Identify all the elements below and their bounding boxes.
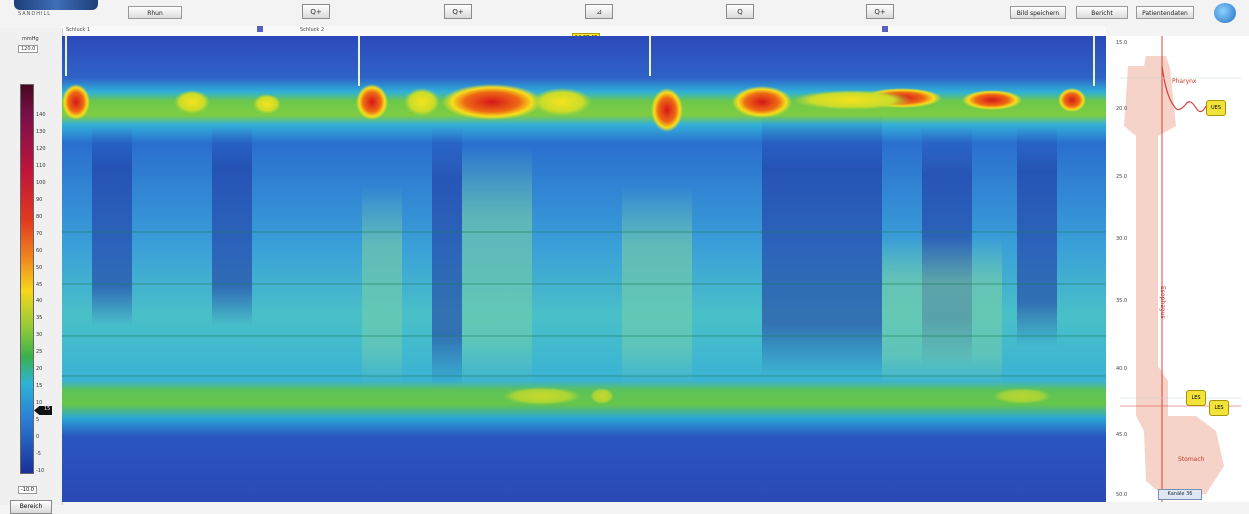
color-scale-tick: 45 <box>36 281 43 288</box>
les-warm-3 <box>992 388 1052 404</box>
app-logo: SANDHILL <box>6 0 116 20</box>
esophagus-label: Esophagus <box>1159 286 1166 319</box>
range-button[interactable]: Bereich <box>10 500 52 514</box>
ues-warm-5 <box>792 90 912 110</box>
legend-min-field[interactable]: -10.0 <box>18 486 37 494</box>
ues-warm-4 <box>253 94 281 114</box>
color-scale-tick: -10 <box>36 468 45 474</box>
legend-max-field[interactable]: 120.0 <box>18 45 39 53</box>
color-scale-tick: 130 <box>36 128 46 135</box>
ues-warm-2 <box>404 88 440 116</box>
color-scale-tick: 20 <box>36 366 43 373</box>
ues-peak-4 <box>651 88 683 132</box>
ues-peak-2 <box>356 84 388 120</box>
color-scale-tick: 15 <box>36 383 43 390</box>
color-scale-tick: 25 <box>36 349 43 356</box>
color-scale-tick: 35 <box>36 315 43 322</box>
depth-label-2: 20.0 <box>1116 106 1128 112</box>
anatomy-panel: 15.0 20.0 25.0 30.0 35.0 40.0 45.0 50.0 … <box>1106 36 1249 502</box>
color-scale-tick: 90 <box>36 196 43 203</box>
zoom-in-icon-button-1[interactable]: Q+ <box>302 4 330 19</box>
color-scale-tick: 100 <box>36 179 46 186</box>
color-scale-tick: 30 <box>36 332 43 339</box>
color-scale-tick: 10 <box>36 400 43 407</box>
pharynx-label: Pharynx <box>1172 78 1197 85</box>
swallow-dividers <box>65 36 1095 86</box>
swallow-label-2: Schluck 2 <box>300 27 325 33</box>
ruler-marker-1[interactable] <box>257 26 263 32</box>
depth-label-6: 40.0 <box>1116 366 1128 372</box>
zoom-in-icon-button-2[interactable]: Q+ <box>444 4 472 19</box>
mid-pressure-region-1 <box>462 146 532 386</box>
color-scale-tick: 80 <box>36 213 43 220</box>
low-pressure-region-1 <box>762 116 882 376</box>
pressure-legend: mmHg 120.0 140 130 120 110 100 90 80 70 60 50 45 40… <box>0 28 63 514</box>
color-scale-tick: 5 <box>36 417 40 424</box>
swallow-label-1: Schluck 1 <box>66 27 91 33</box>
pressure-topography-plot[interactable] <box>62 36 1106 502</box>
anatomy-silhouette <box>1124 56 1224 498</box>
ues-warm-3 <box>174 90 210 114</box>
ues-peak-3 <box>442 84 542 120</box>
save-image-button[interactable]: Bild speichern <box>1010 6 1066 19</box>
depth-label-1: 15.0 <box>1116 40 1128 46</box>
depth-label-8: 50.0 <box>1116 492 1128 498</box>
les-badge-1[interactable]: LES <box>1186 390 1206 406</box>
patient-data-button[interactable]: Patientendaten <box>1136 6 1194 19</box>
ues-peak-8 <box>1058 88 1086 112</box>
sensor-grid-lines <box>62 231 1106 377</box>
les-warm-1 <box>502 387 582 405</box>
color-scale-bar <box>20 84 34 474</box>
color-scale-tick: 120 <box>36 145 46 152</box>
low-pressure-region-5 <box>92 126 132 326</box>
measure-icon-button[interactable]: ⊿ <box>585 4 613 19</box>
les-warm-2 <box>590 388 614 404</box>
color-scale-tick: 40 <box>36 298 43 305</box>
pressure-profile <box>1161 65 1207 113</box>
ues-peak-1 <box>62 84 90 120</box>
anatomy-svg <box>1120 36 1241 502</box>
color-scale-tick: 70 <box>36 230 43 237</box>
ues-warm-1 <box>532 88 592 116</box>
stomach-label: Stomach <box>1178 456 1205 463</box>
depth-label-3: 25.0 <box>1116 174 1128 180</box>
low-pressure-region-6 <box>212 126 252 326</box>
help-icon[interactable] <box>1214 3 1236 23</box>
threshold-slider-value: 15 <box>44 406 51 412</box>
depth-label-4: 30.0 <box>1116 236 1128 242</box>
color-scale-tick: -5 <box>36 451 41 458</box>
low-pressure-region-4 <box>432 126 462 386</box>
ues-peak-7 <box>962 90 1022 110</box>
color-scale-tick: 0 <box>36 434 40 441</box>
depth-label-5: 35.0 <box>1116 298 1128 304</box>
report-button[interactable]: Bericht <box>1076 6 1128 19</box>
threshold-slider-handle[interactable] <box>34 406 52 415</box>
ruler-marker-2[interactable] <box>882 26 888 32</box>
legend-title: mmHg <box>22 36 39 42</box>
color-scale-tick: 140 <box>36 112 46 118</box>
toolbar: SANDHILL Rhun Q+ Q+ ⊿ Q Q+ Bild speicher… <box>0 0 1249 26</box>
color-scale-tick: 60 <box>36 247 43 254</box>
mid-pressure-region-2 <box>362 186 402 386</box>
les-badge-2[interactable]: LES <box>1209 400 1229 416</box>
ues-badge[interactable]: UES <box>1206 100 1226 116</box>
channel-badge[interactable]: Kanäle 36 <box>1158 489 1202 500</box>
color-scale-tick: 110 <box>36 162 46 169</box>
depth-label-7: 45.0 <box>1116 432 1128 438</box>
low-pressure-region-3 <box>1017 126 1057 346</box>
mid-pressure-region-4 <box>882 236 1002 386</box>
ues-peak-5 <box>732 86 792 118</box>
color-scale-tick: 50 <box>36 264 43 271</box>
mid-pressure-region-3 <box>622 186 692 386</box>
topography-svg <box>62 36 1106 502</box>
logo-mark <box>14 0 98 10</box>
zoom-icon-button[interactable]: Q <box>726 4 754 19</box>
zoom-in-icon-button-3[interactable]: Q+ <box>866 4 894 19</box>
rhun-button[interactable]: Rhun <box>128 6 182 19</box>
logo-subtext: SANDHILL <box>18 11 52 17</box>
